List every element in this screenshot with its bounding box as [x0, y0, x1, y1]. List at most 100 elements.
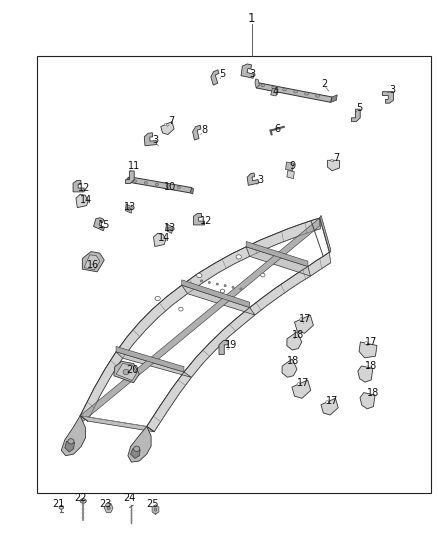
Text: 11: 11: [127, 161, 140, 171]
Text: 19: 19: [225, 341, 237, 350]
Text: 5: 5: [356, 103, 362, 112]
Polygon shape: [153, 233, 166, 247]
Ellipse shape: [134, 446, 140, 451]
Text: 8: 8: [201, 125, 207, 134]
Text: 2: 2: [321, 79, 327, 88]
Polygon shape: [358, 366, 373, 382]
Text: 12: 12: [78, 183, 91, 193]
Text: 3: 3: [389, 85, 395, 94]
Ellipse shape: [154, 508, 157, 511]
Polygon shape: [116, 352, 191, 377]
Text: 17: 17: [297, 378, 310, 387]
Ellipse shape: [123, 369, 129, 375]
Text: 12: 12: [200, 216, 212, 226]
Polygon shape: [320, 215, 331, 252]
Polygon shape: [246, 247, 311, 276]
Text: 10: 10: [164, 182, 176, 191]
Polygon shape: [255, 79, 259, 88]
Text: 3: 3: [249, 69, 255, 78]
Ellipse shape: [297, 383, 300, 386]
Ellipse shape: [240, 288, 242, 290]
Polygon shape: [104, 503, 113, 513]
Text: 22: 22: [74, 494, 86, 503]
Polygon shape: [182, 280, 250, 308]
Polygon shape: [84, 255, 100, 270]
Polygon shape: [219, 341, 229, 354]
Text: 18: 18: [287, 357, 299, 366]
Ellipse shape: [164, 124, 167, 126]
Polygon shape: [286, 162, 293, 171]
Polygon shape: [182, 285, 255, 315]
Polygon shape: [211, 70, 219, 85]
Text: 18: 18: [292, 330, 304, 340]
Polygon shape: [80, 218, 321, 421]
Polygon shape: [282, 359, 297, 377]
Ellipse shape: [224, 285, 226, 287]
Polygon shape: [129, 177, 192, 193]
Ellipse shape: [200, 280, 202, 282]
Ellipse shape: [166, 185, 169, 187]
Text: 14: 14: [80, 195, 92, 205]
Polygon shape: [193, 125, 201, 140]
Text: 9: 9: [290, 161, 296, 171]
Text: 17: 17: [326, 396, 338, 406]
Ellipse shape: [107, 506, 110, 510]
Polygon shape: [152, 505, 159, 514]
Ellipse shape: [326, 401, 328, 403]
Ellipse shape: [168, 227, 171, 230]
Ellipse shape: [68, 439, 74, 444]
Text: 16: 16: [87, 260, 99, 270]
Polygon shape: [292, 380, 311, 398]
Polygon shape: [328, 160, 339, 171]
Ellipse shape: [315, 95, 320, 97]
Polygon shape: [352, 109, 360, 122]
Ellipse shape: [133, 180, 136, 182]
Text: 17: 17: [299, 314, 311, 324]
Text: 13: 13: [124, 202, 136, 212]
Polygon shape: [166, 224, 173, 233]
Polygon shape: [80, 218, 320, 424]
Polygon shape: [126, 171, 134, 183]
Ellipse shape: [216, 283, 218, 285]
Polygon shape: [114, 361, 139, 383]
Text: 5: 5: [219, 69, 226, 78]
Polygon shape: [246, 241, 308, 266]
Ellipse shape: [197, 273, 202, 278]
Text: 18: 18: [367, 388, 379, 398]
Polygon shape: [61, 416, 85, 456]
Polygon shape: [294, 315, 313, 333]
Polygon shape: [241, 64, 254, 78]
Polygon shape: [80, 416, 154, 432]
Text: 15: 15: [98, 220, 110, 230]
Polygon shape: [147, 252, 331, 432]
Polygon shape: [116, 346, 184, 372]
Ellipse shape: [331, 159, 333, 161]
Polygon shape: [321, 398, 338, 415]
Polygon shape: [247, 173, 258, 185]
Polygon shape: [144, 133, 156, 146]
Ellipse shape: [300, 318, 303, 321]
Polygon shape: [194, 213, 205, 225]
Text: 21: 21: [52, 499, 64, 508]
Polygon shape: [360, 393, 375, 409]
Text: 4: 4: [273, 87, 279, 96]
Polygon shape: [127, 177, 129, 184]
Ellipse shape: [80, 499, 86, 503]
Polygon shape: [73, 180, 84, 192]
Text: 17: 17: [365, 337, 378, 347]
Text: 25: 25: [146, 499, 159, 508]
Ellipse shape: [179, 307, 183, 311]
Text: 7: 7: [168, 116, 174, 126]
Polygon shape: [359, 342, 377, 358]
Text: 23: 23: [99, 499, 111, 508]
Text: 3: 3: [258, 175, 264, 184]
Polygon shape: [382, 92, 393, 103]
Ellipse shape: [261, 273, 265, 277]
Ellipse shape: [283, 88, 286, 91]
Text: 24: 24: [123, 494, 135, 503]
Text: 20: 20: [126, 366, 138, 375]
Polygon shape: [161, 122, 174, 134]
Polygon shape: [94, 218, 104, 231]
Ellipse shape: [177, 187, 180, 189]
Polygon shape: [116, 364, 137, 381]
